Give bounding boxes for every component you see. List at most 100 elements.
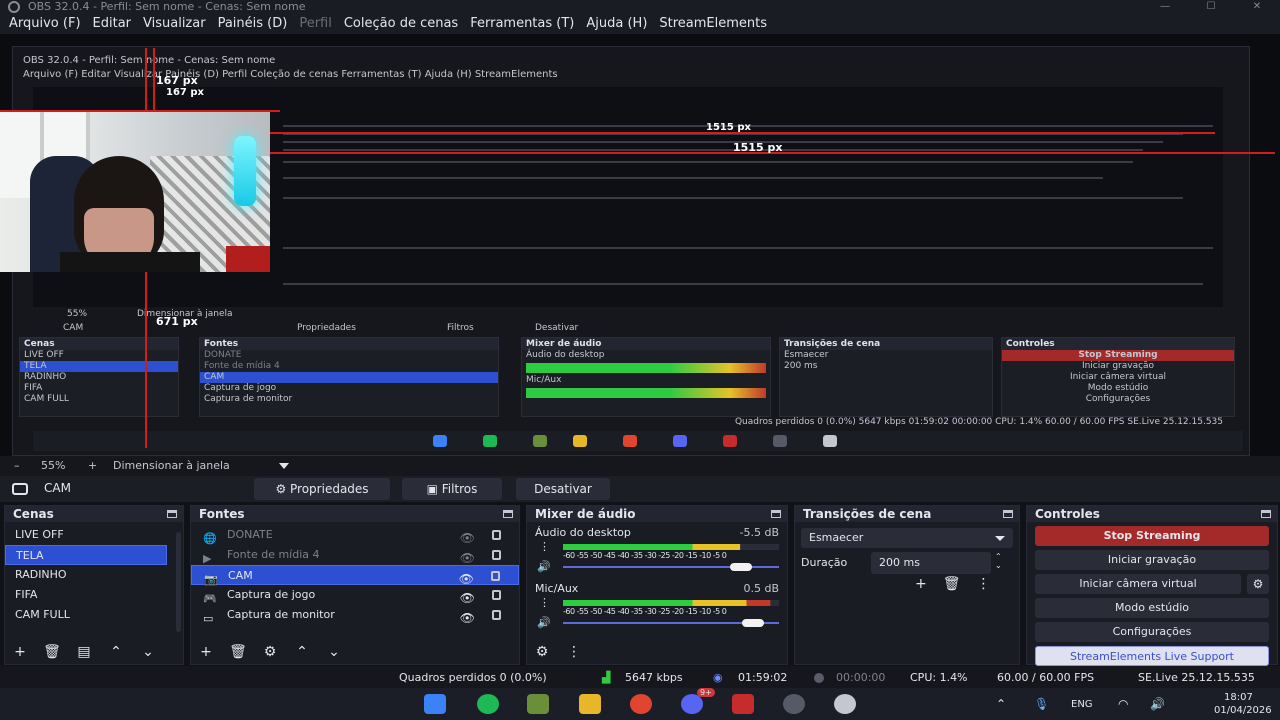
fit-to-window-select[interactable]: Dimensionar à janela [113, 459, 230, 472]
clock-time[interactable]: 18:07 [1224, 692, 1253, 703]
disable-button[interactable]: Desativar [516, 478, 610, 500]
microphone-icon[interactable]: 🎙 [1034, 697, 1050, 711]
undock-icon[interactable] [503, 510, 513, 518]
move-down-icon[interactable]: ⌄ [328, 644, 340, 660]
chrome-icon[interactable] [630, 694, 652, 714]
clock-date[interactable]: 01/04/2026 [1214, 705, 1272, 716]
eye-icon[interactable]: 👁 [459, 591, 475, 605]
remove-scene-icon[interactable]: 🗑 [43, 644, 61, 660]
menu-perfil[interactable]: Perfil [299, 16, 332, 31]
channel-menu-icon[interactable]: ⋮ [539, 540, 550, 553]
add-transition-icon[interactable]: + [915, 576, 927, 592]
spotify-icon[interactable] [477, 694, 499, 714]
move-down-icon[interactable]: ⌄ [142, 644, 154, 660]
close-button[interactable]: ✕ [1252, 1, 1262, 12]
source-item[interactable]: ▭ Captura de monitor 👁 [191, 605, 519, 625]
volume-icon[interactable]: 🔊 [1150, 697, 1165, 711]
wifi-icon[interactable]: ◠ [1118, 697, 1129, 711]
tray-chevron-icon[interactable]: ⌃ [996, 697, 1007, 711]
streamelements-support-button[interactable]: StreamElements Live Support [1035, 646, 1269, 666]
eye-icon[interactable]: 👁 [459, 611, 475, 625]
advanced-audio-icon[interactable]: ⚙ [535, 644, 549, 660]
file-explorer-icon[interactable] [579, 694, 601, 714]
undock-icon[interactable] [1261, 510, 1271, 518]
menu-streamelements[interactable]: StreamElements [659, 16, 768, 31]
scene-item[interactable]: FIFA [15, 588, 38, 601]
settings-taskbar-icon[interactable] [834, 694, 856, 714]
source-item[interactable]: 📷 CAM 👁 [191, 565, 519, 586]
windows-start-icon[interactable] [424, 694, 446, 714]
add-source-icon[interactable]: + [200, 644, 212, 660]
menu-ferramentas[interactable]: Ferramentas (T) [470, 16, 575, 31]
move-up-icon[interactable]: ⌃ [296, 644, 308, 660]
scene-item[interactable]: LIVE OFF [15, 528, 64, 541]
volume-slider[interactable] [563, 622, 779, 624]
menu-visualizar[interactable]: Visualizar [143, 16, 206, 31]
remove-transition-icon[interactable]: 🗑 [942, 576, 961, 592]
channel-menu-icon[interactable]: ⋮ [539, 596, 550, 609]
nvidia-icon[interactable] [527, 694, 549, 714]
properties-button[interactable]: ⚙ Propriedades [254, 478, 390, 500]
menu-editar[interactable]: Editar [92, 16, 132, 31]
lock-icon[interactable] [491, 571, 500, 581]
scene-item[interactable]: CAM FULL [15, 608, 70, 621]
cpu-usage: CPU: 1.4% [910, 671, 968, 684]
scenes-scrollbar[interactable] [176, 532, 181, 632]
stop-streaming-button[interactable]: Stop Streaming [1035, 526, 1269, 546]
lock-icon[interactable] [492, 610, 501, 620]
menu-colecao[interactable]: Coleção de cenas [343, 16, 459, 31]
preview-canvas[interactable]: OBS 32.0.4 - Perfil: Sem nome - Cenas: S… [0, 34, 1280, 456]
scene-item[interactable]: RADINHO [15, 568, 67, 581]
obs-taskbar-icon[interactable] [783, 694, 805, 714]
mixer-menu-icon[interactable]: ⋮ [567, 644, 581, 660]
studio-mode-button[interactable]: Modo estúdio [1035, 598, 1269, 618]
scene-filters-icon[interactable]: ▤ [77, 644, 91, 660]
speaker-icon[interactable]: 🔊 [537, 560, 551, 573]
language-indicator[interactable]: ENG [1071, 699, 1093, 710]
remove-source-icon[interactable]: 🗑 [229, 644, 247, 660]
filters-button[interactable]: ▣ Filtros [402, 478, 502, 500]
eye-slash-icon[interactable]: 👁 [459, 551, 475, 565]
undock-icon[interactable] [771, 510, 781, 518]
nested-title: OBS 32.0.4 - Perfil: Sem nome - Cenas: S… [23, 55, 276, 66]
source-item[interactable]: 🌐 DONATE 👁 [191, 525, 519, 545]
lock-icon[interactable] [492, 530, 501, 540]
lock-icon[interactable] [492, 590, 501, 600]
discord-icon[interactable] [681, 694, 703, 714]
start-recording-button[interactable]: Iniciar gravação [1035, 550, 1269, 570]
source-item[interactable]: ▶ Fonte de mídia 4 👁 [191, 545, 519, 565]
transition-menu-icon[interactable]: ⋮ [976, 576, 991, 592]
adobe-icon[interactable] [732, 694, 754, 714]
chevron-down-icon[interactable] [279, 463, 289, 469]
undock-icon[interactable] [1003, 510, 1013, 518]
add-scene-icon[interactable]: + [14, 644, 26, 660]
lock-icon[interactable] [492, 550, 501, 560]
webcam-feed[interactable] [0, 112, 270, 272]
eye-icon[interactable]: 👁 [458, 572, 474, 586]
nested-controls-panel: Controles Stop Streaming Iniciar gravaçã… [1001, 337, 1235, 417]
menu-paineis[interactable]: Painéis (D) [217, 16, 288, 31]
settings-button[interactable]: Configurações [1035, 622, 1269, 642]
scene-item[interactable]: TELA [5, 545, 167, 565]
undock-icon[interactable] [167, 510, 177, 518]
zoom-in-button[interactable]: + [88, 459, 98, 472]
sources-header: Fontes [191, 506, 519, 522]
volume-slider-knob[interactable] [742, 619, 765, 627]
move-up-icon[interactable]: ⌃ [110, 644, 122, 660]
source-settings-icon[interactable]: ⚙ [263, 644, 277, 660]
gear-icon[interactable]: ⚙ [1247, 574, 1269, 594]
start-virtual-camera-button[interactable]: Iniciar câmera virtual ⚙ [1035, 574, 1269, 594]
minimize-button[interactable]: — [1160, 1, 1170, 12]
source-item[interactable]: 🎮 Captura de jogo 👁 [191, 585, 519, 605]
menu-arquivo[interactable]: Arquivo (F) [9, 16, 81, 31]
speaker-icon[interactable]: 🔊 [537, 616, 551, 629]
zoom-out-button[interactable]: – [14, 459, 20, 472]
maximize-button[interactable]: ☐ [1206, 1, 1216, 12]
transition-select[interactable]: Esmaecer [801, 528, 1013, 548]
eye-slash-icon[interactable]: 👁 [459, 531, 475, 545]
volume-slider[interactable] [563, 566, 779, 568]
menu-ajuda[interactable]: Ajuda (H) [586, 16, 648, 31]
duration-stepper-icon[interactable]: ⌃ ⌄ [995, 552, 1002, 570]
duration-input[interactable]: 200 ms [871, 552, 991, 574]
volume-slider-knob[interactable] [730, 563, 753, 571]
